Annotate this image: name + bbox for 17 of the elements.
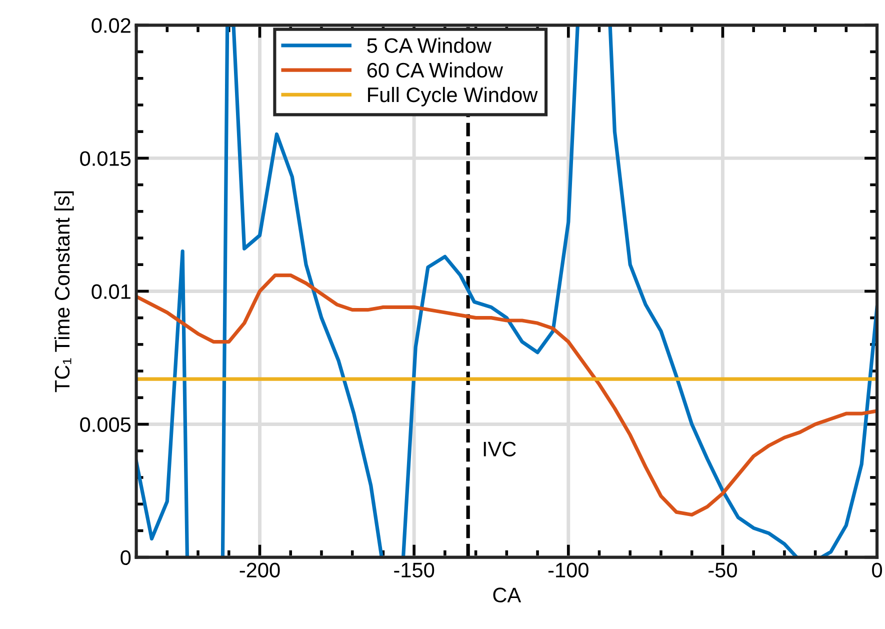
y-axis-title: TC₁ Time Constant [s] (54, 191, 74, 392)
legend-label: 5 CA Window (367, 38, 492, 53)
y-tick-label: 0.01 (92, 284, 130, 299)
legend-label: 60 CA Window (367, 62, 504, 78)
y-tick-label: 0.015 (80, 151, 131, 166)
y-tick-label: 0.005 (80, 417, 131, 432)
x-tick-label: -50 (708, 562, 737, 578)
x-tick-label: -100 (548, 562, 588, 578)
line-series (136, 273, 878, 517)
x-tick-label: 0 (872, 562, 882, 578)
x-tick-label: -150 (394, 562, 434, 578)
x-axis-title: CA (493, 588, 522, 602)
ref-line-label: IVC (484, 442, 516, 456)
legend-label: Full Cycle Window (368, 86, 538, 106)
y-tick-label: 0 (120, 550, 131, 566)
x-tick-label: -200 (240, 562, 280, 578)
y-tick-label: 0.02 (92, 18, 130, 33)
